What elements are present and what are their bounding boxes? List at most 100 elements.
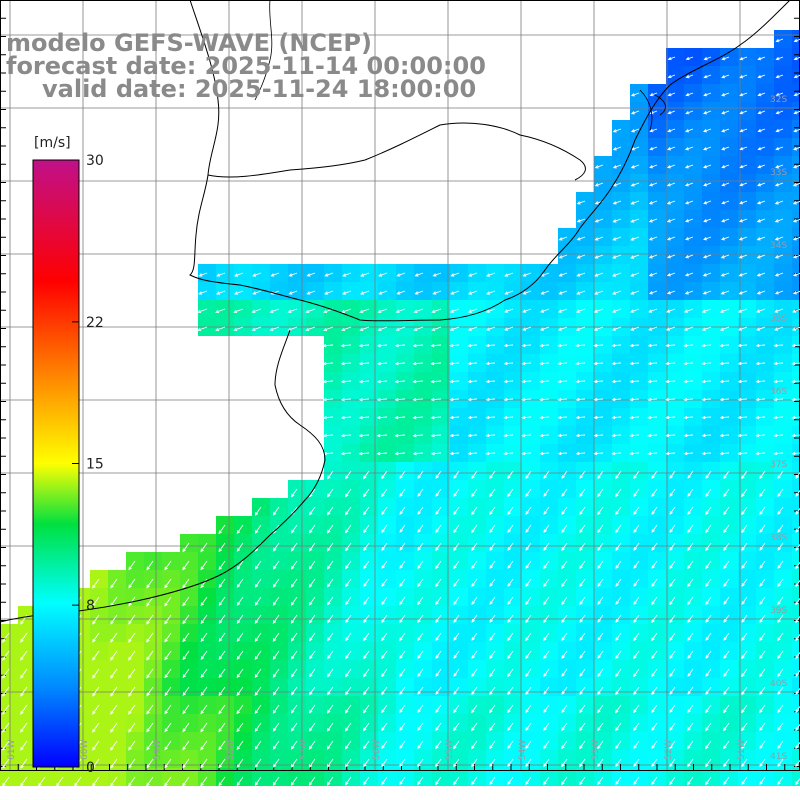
wind-arrow	[740, 128, 748, 132]
wind-arrow	[739, 92, 748, 96]
wind-arrow	[558, 452, 568, 455]
wind-arrow-head	[739, 146, 744, 151]
wind-arrow-head	[417, 547, 421, 551]
wind-arrow-head	[449, 309, 454, 313]
wind-arrow	[399, 488, 406, 497]
wind-arrow	[738, 326, 748, 331]
wind-arrow-head	[561, 529, 565, 534]
wind-arrow	[504, 272, 514, 277]
wind-arrow	[703, 254, 712, 259]
wind-arrow-head	[757, 92, 762, 97]
wind-arrow	[722, 56, 730, 60]
wind-arrow	[507, 560, 514, 569]
wind-arrow	[453, 524, 460, 533]
wind-arrow-head	[417, 511, 421, 515]
wind-arrow	[468, 416, 478, 419]
wind-arrow	[413, 362, 424, 365]
wind-arrow-head	[507, 493, 511, 498]
wind-arrow-head	[759, 529, 763, 533]
wind-arrow-head	[737, 397, 742, 402]
wind-arrow	[775, 254, 784, 259]
wind-arrow-head	[381, 565, 385, 569]
wind-arrow-head	[719, 309, 724, 313]
wind-arrow-head	[719, 327, 724, 331]
wind-arrow-head	[593, 343, 598, 348]
wind-arrow-head	[737, 361, 742, 366]
wind-arrow-head	[576, 219, 581, 223]
wind-arrow	[431, 344, 442, 347]
wind-arrow	[489, 488, 496, 497]
wind-arrow-head	[543, 511, 547, 515]
wind-arrow-head	[341, 327, 346, 332]
wind-arrow-head	[291, 529, 295, 534]
wind-arrow-head	[576, 237, 581, 241]
wind-arrow-head	[306, 291, 311, 295]
wind-arrow	[363, 542, 370, 551]
wind-arrow-head	[394, 397, 399, 402]
wind-arrow	[669, 524, 676, 533]
wind-arrow	[236, 542, 244, 552]
wind-arrow-head	[687, 529, 691, 534]
wind-arrow-head	[669, 547, 673, 551]
wind-arrow	[597, 524, 604, 533]
wind-arrow-head	[685, 74, 690, 79]
wind-arrow-head	[615, 529, 619, 534]
wind-arrow-head	[741, 511, 745, 516]
wind-arrow	[758, 110, 766, 114]
wind-arrow-head	[377, 309, 382, 313]
wind-arrow	[774, 380, 784, 383]
wind-cell	[792, 534, 800, 552]
wind-arrow-head	[756, 255, 761, 259]
wind-arrow-head	[412, 379, 417, 384]
wind-arrow	[740, 56, 748, 60]
wind-arrow-head	[340, 343, 345, 348]
wind-arrow-head	[430, 361, 435, 366]
wind-arrow	[450, 362, 460, 365]
lon-label: 59W	[153, 740, 163, 760]
wind-arrow	[453, 542, 460, 551]
wind-arrow	[667, 164, 676, 169]
wind-arrow	[612, 290, 622, 295]
lat-label: 37S	[770, 460, 787, 470]
wind-arrow-head	[557, 451, 562, 456]
wind-arrow	[687, 506, 694, 515]
wind-arrow	[648, 326, 658, 331]
wind-arrow	[307, 272, 316, 277]
wind-arrow	[218, 560, 226, 570]
wind-arrow-head	[738, 219, 743, 223]
wind-arrow	[486, 290, 496, 295]
wind-arrow-head	[503, 343, 508, 348]
wind-arrow	[704, 56, 712, 60]
wind-arrow	[399, 470, 406, 479]
wind-arrow-head	[615, 511, 619, 516]
wind-arrow-head	[594, 273, 599, 277]
wind-arrow	[667, 236, 676, 241]
wind-arrow-head	[719, 433, 724, 438]
wind-arrow	[395, 380, 406, 383]
wind-arrow	[741, 524, 748, 533]
wind-arrow-head	[358, 361, 363, 366]
wind-arrow-head	[324, 291, 329, 295]
wind-arrow-head	[376, 451, 381, 456]
wind-arrow-head	[340, 451, 345, 456]
wind-arrow	[431, 380, 442, 383]
wind-arrow-head	[322, 361, 327, 366]
wind-arrow-head	[360, 291, 365, 295]
wind-arrow	[757, 182, 766, 186]
wind-arrow	[561, 506, 568, 515]
wind-arrow	[579, 506, 586, 515]
wind-arrow-head	[471, 547, 475, 552]
wind-arrow-head	[363, 475, 367, 480]
wind-arrow	[504, 362, 514, 365]
wind-arrow	[613, 128, 622, 133]
wind-arrow	[323, 452, 334, 455]
wind-arrow-head	[684, 165, 689, 169]
wind-arrow	[756, 326, 766, 331]
wind-arrow	[579, 560, 586, 569]
wind-arrow	[685, 164, 694, 169]
wind-arrow-head	[739, 201, 744, 205]
wind-arrow-head	[288, 291, 293, 295]
wind-arrow	[522, 326, 532, 331]
wind-arrow	[668, 56, 676, 60]
wind-arrow	[631, 164, 640, 169]
